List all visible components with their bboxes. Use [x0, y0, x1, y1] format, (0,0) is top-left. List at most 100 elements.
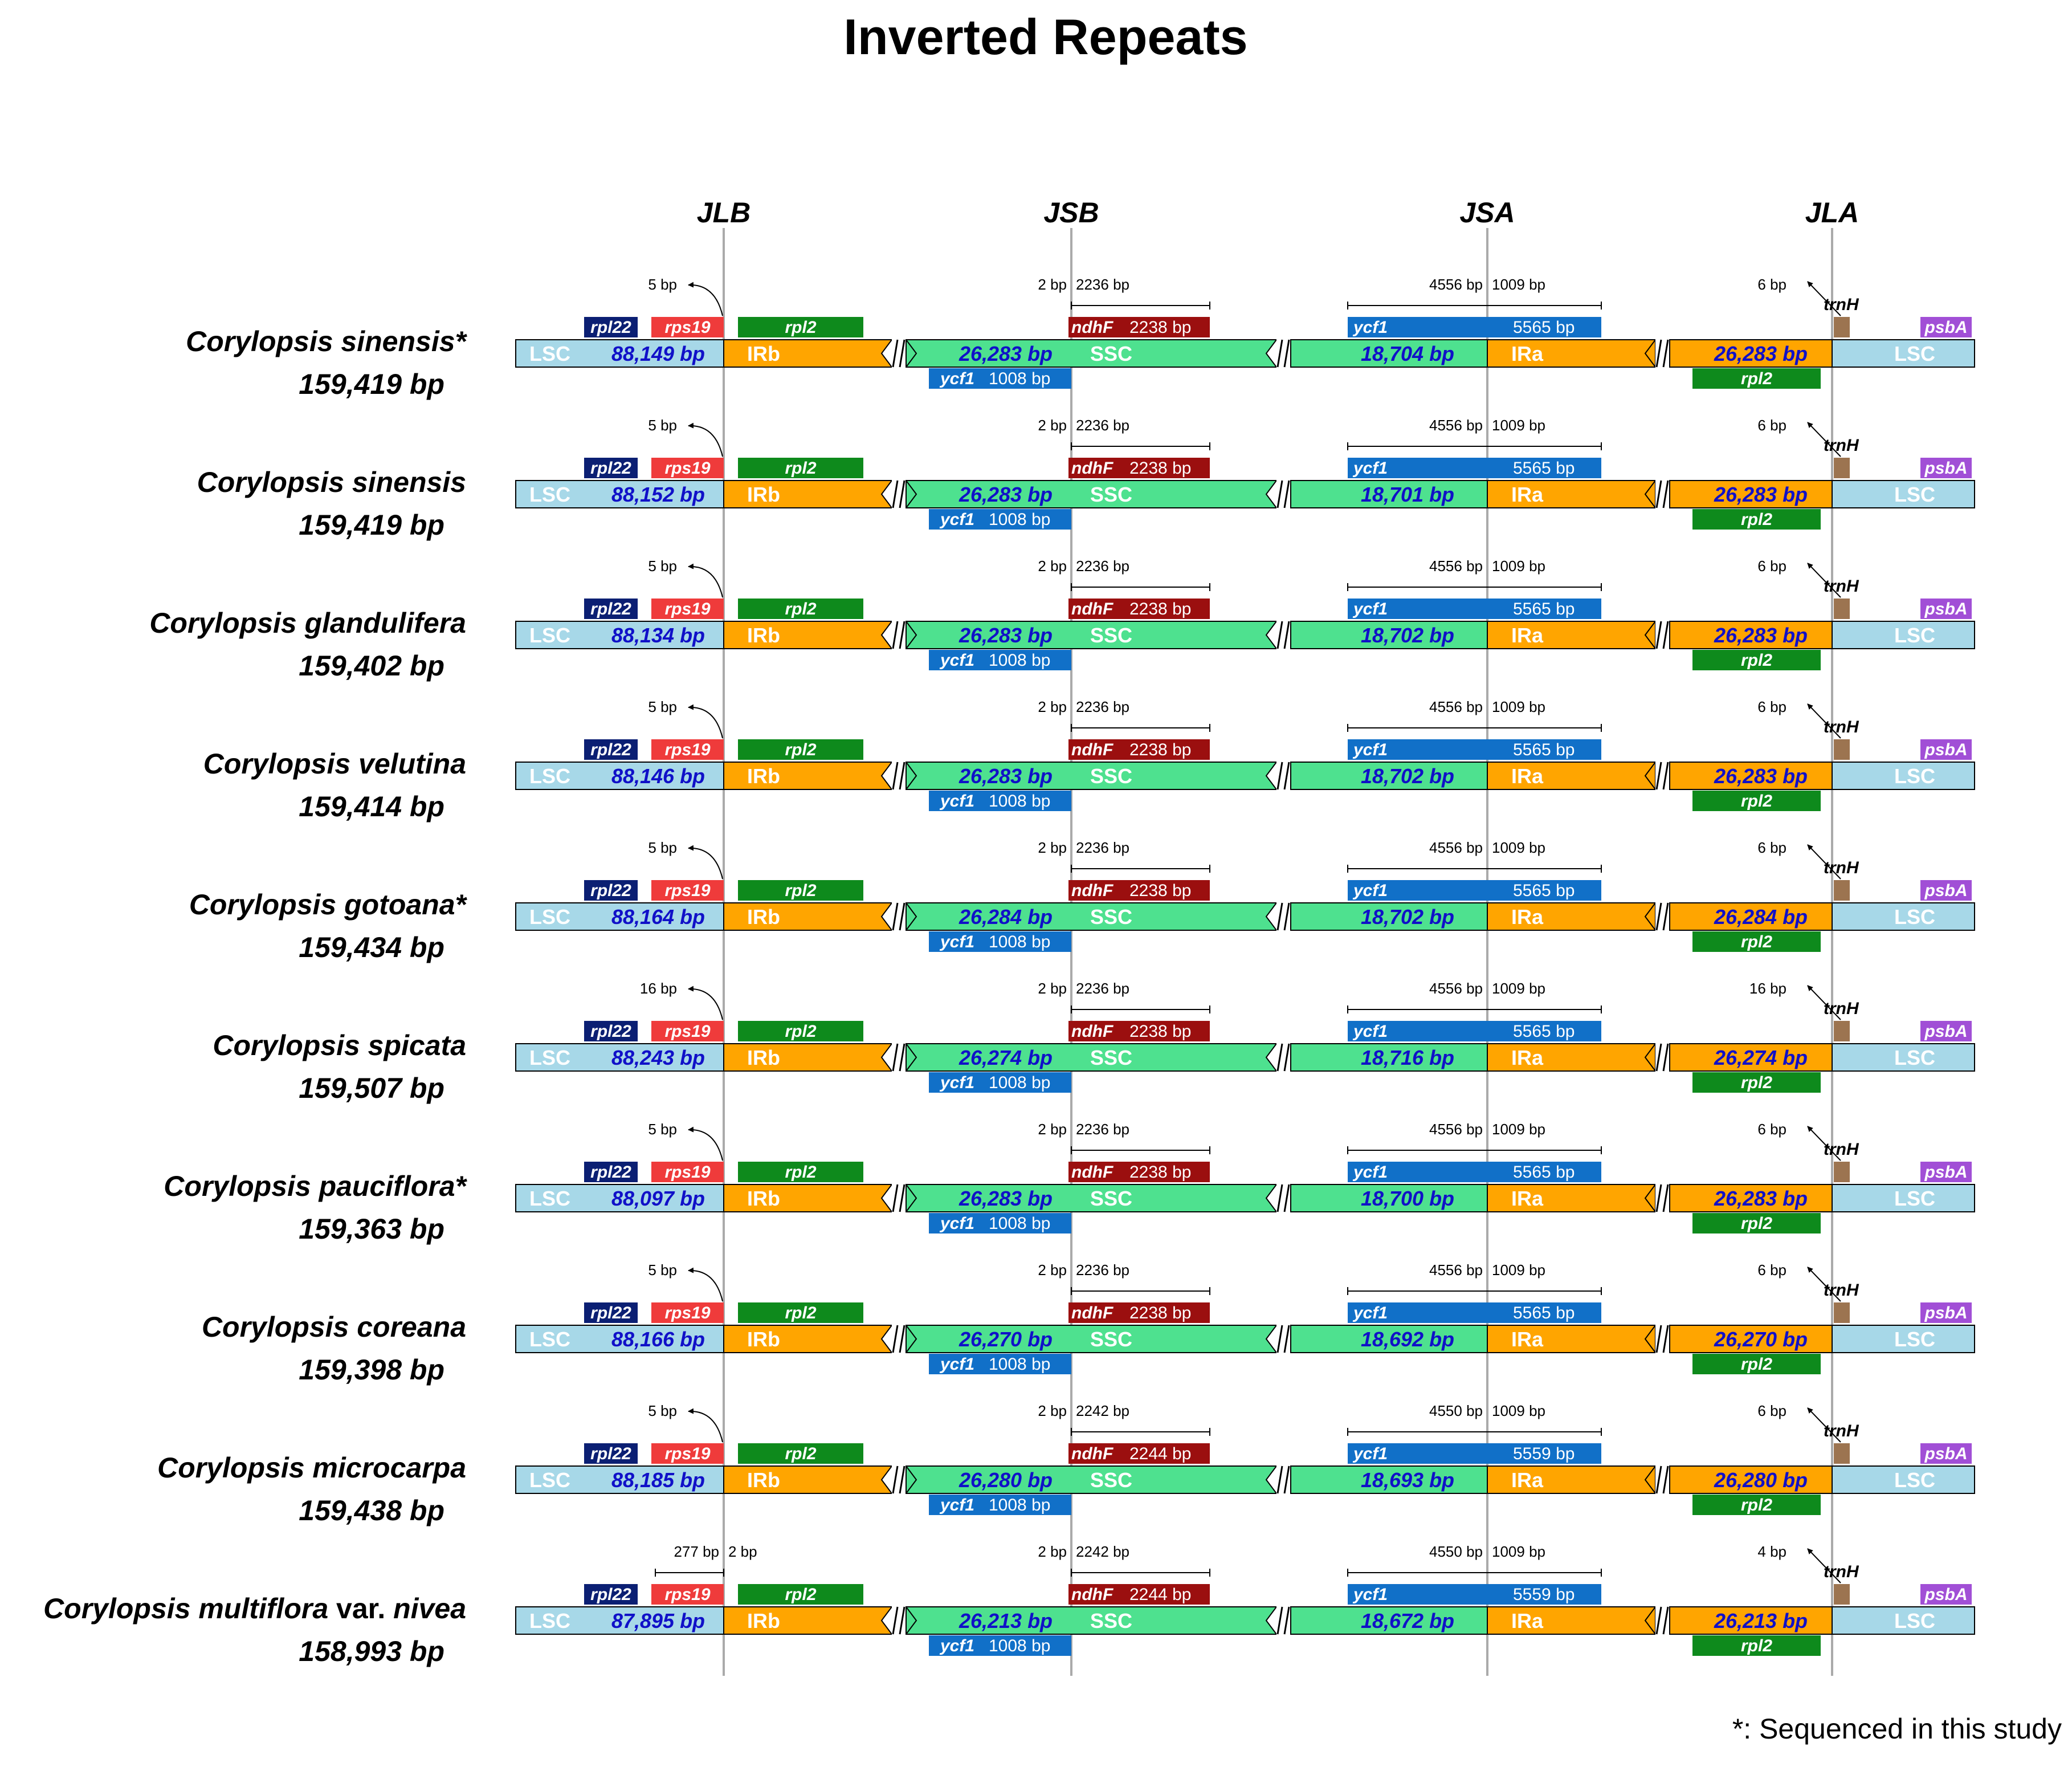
ycf1-fragment-gene-length: 1008 bp [989, 1214, 1050, 1233]
rpl2-right-gene-box [1692, 509, 1821, 530]
ycf1-fragment-gene-box [929, 1495, 1071, 1515]
irb-segment [723, 621, 893, 649]
genome-size: 159,363 bp [299, 1213, 444, 1245]
rpl2-gene-box [738, 1443, 863, 1464]
lsc-segment-left [515, 1606, 724, 1635]
trnH-label: trnH [1824, 1562, 1859, 1581]
rpl2-gene-box [738, 458, 863, 478]
trnH-distance: 6 bp [1757, 839, 1787, 856]
species-name-text: Corylopsis glandulifera [149, 607, 466, 639]
ycf1-gene-label: ycf1 [1352, 1444, 1388, 1463]
genome-size: 158,993 bp [299, 1635, 444, 1667]
rpl2-gene-label: rpl2 [785, 881, 816, 900]
ycf1-gene-box [1348, 1443, 1601, 1464]
species-name-text: Corylopsis spicata [213, 1029, 466, 1061]
rpl2-right-gene-label: rpl2 [1741, 510, 1772, 529]
ndhF-gene-length: 2238 bp [1129, 1022, 1191, 1041]
species-row: Corylopsis gotoana* 159,434 bp LSC 88,164 b… [189, 839, 1975, 963]
ycf1-fragment-gene-label: ycf1 [939, 369, 974, 388]
rpl22-gene-label: rpl22 [590, 1444, 631, 1463]
junction-lines [723, 228, 1833, 1676]
jlb-distance: 5 bp [648, 1402, 677, 1419]
ira-segment [1487, 480, 1656, 508]
ira-chevron [1644, 1184, 1656, 1212]
ycf1-gene-box [1348, 739, 1601, 760]
ssc-length: 18,716 bp [1361, 1046, 1454, 1069]
ira-label: IRa [1511, 764, 1544, 788]
lsc-label-right: LSC [1894, 1187, 1935, 1210]
ssc-length: 18,702 bp [1361, 764, 1454, 788]
irb-label: IRb [747, 1468, 780, 1492]
ycf1-left-distance: 4556 bp [1429, 839, 1483, 856]
ycf1-fragment-gene-length: 1008 bp [989, 1073, 1050, 1092]
irb-length: 26,283 bp [958, 342, 1053, 365]
species-row: Corylopsis velutina 159,414 bp LSC 88,146 b… [203, 698, 1975, 823]
break-mark-irb-ssc [892, 1043, 899, 1072]
ndhF-overlap-distance: 2236 bp [1076, 698, 1129, 715]
ssc-length: 18,702 bp [1361, 905, 1454, 929]
species-row: Corylopsis coreana 159,398 bp LSC 88,166 bp… [202, 1261, 1975, 1386]
psbA-gene-label: psbA [1924, 1163, 1968, 1182]
ycf1-right-distance: 1009 bp [1492, 276, 1545, 293]
psbA-gene-box [1920, 1302, 1972, 1323]
rpl22-gene-box [584, 317, 638, 337]
genome-size: 159,507 bp [299, 1072, 444, 1104]
irb-label: IRb [747, 1187, 780, 1210]
ndhF-gene-length: 2244 bp [1129, 1444, 1191, 1463]
psbA-gene-label: psbA [1924, 1304, 1968, 1322]
ycf1-gene-label: ycf1 [1352, 1304, 1388, 1322]
junction-label-jla: JLA [1805, 197, 1859, 229]
ira-chevron [1644, 480, 1656, 508]
ndhF-gap-distance: 2 bp [1038, 698, 1067, 715]
rps19-gene-box [651, 1021, 724, 1041]
ira-label: IRa [1511, 1468, 1544, 1492]
psbA-gene-label: psbA [1924, 881, 1968, 900]
rps19-gene-label: rps19 [664, 1444, 710, 1463]
break-mark-irb-ssc [899, 1184, 906, 1212]
lsc-length: 88,097 bp [611, 1187, 705, 1210]
rpl2-gene-box [738, 1162, 863, 1182]
jlb-arrow [688, 845, 723, 880]
ssc-chevron [906, 480, 917, 508]
break-mark-ira-lsc [1662, 1465, 1669, 1494]
ycf1-gene-length: 5565 bp [1513, 318, 1575, 337]
ycf1-left-distance: 4550 bp [1429, 1543, 1483, 1560]
lsc-label: LSC [529, 764, 570, 788]
footnote: *: Sequenced in this study [1732, 1713, 2062, 1745]
trnH-arrow [1807, 422, 1841, 457]
lsc-segment-right [1832, 762, 1975, 790]
break-mark-ssc-ira [1276, 1465, 1283, 1494]
ycf1-fragment-gene-box [929, 1072, 1071, 1093]
trnH-label: trnH [1824, 1281, 1859, 1300]
ndhF-gap-distance: 2 bp [1038, 1121, 1067, 1138]
irb-segment [723, 1043, 893, 1072]
ssc-chevron [906, 1606, 917, 1635]
rps19-gene-label: rps19 [664, 459, 710, 478]
trnH-arrow [1807, 281, 1841, 316]
rpl2-gene-box [738, 1021, 863, 1041]
ssc-chevron [906, 762, 917, 790]
rpl22-gene-label: rpl22 [590, 318, 631, 337]
ycf1-fragment-gene-box [929, 1213, 1071, 1233]
ndhF-overlap-distance: 2236 bp [1076, 980, 1129, 997]
ira-length: 26,283 bp [1714, 483, 1808, 506]
break-mark-ssc-ira [1283, 1465, 1290, 1494]
ira-chevron [1644, 1325, 1656, 1353]
ndhF-gene-label: ndhF [1071, 740, 1114, 759]
break-mark-irb-ssc [892, 1465, 899, 1494]
break-mark-ira-lsc [1662, 762, 1669, 790]
break-mark-irb-ssc [899, 621, 906, 649]
lsc-label: LSC [529, 1468, 570, 1492]
psbA-gene-label: psbA [1924, 318, 1968, 337]
species-row: Corylopsis sinensis 159,419 bp LSC 88,152 b… [197, 417, 1975, 541]
ssc-segment [906, 1325, 1278, 1353]
ycf1-left-distance: 4556 bp [1429, 980, 1483, 997]
rps19-gene-label: rps19 [664, 1022, 710, 1041]
break-mark-ira-lsc [1655, 762, 1662, 790]
ssc-segment [906, 339, 1278, 368]
genome-size: 159,398 bp [299, 1354, 444, 1386]
species-name-text: Corylopsis pauciflora* [164, 1170, 467, 1202]
rpl2-right-gene-label: rpl2 [1741, 1496, 1772, 1515]
rpl22-gene-label: rpl22 [590, 1163, 631, 1182]
ssc-chevron [906, 1184, 917, 1212]
